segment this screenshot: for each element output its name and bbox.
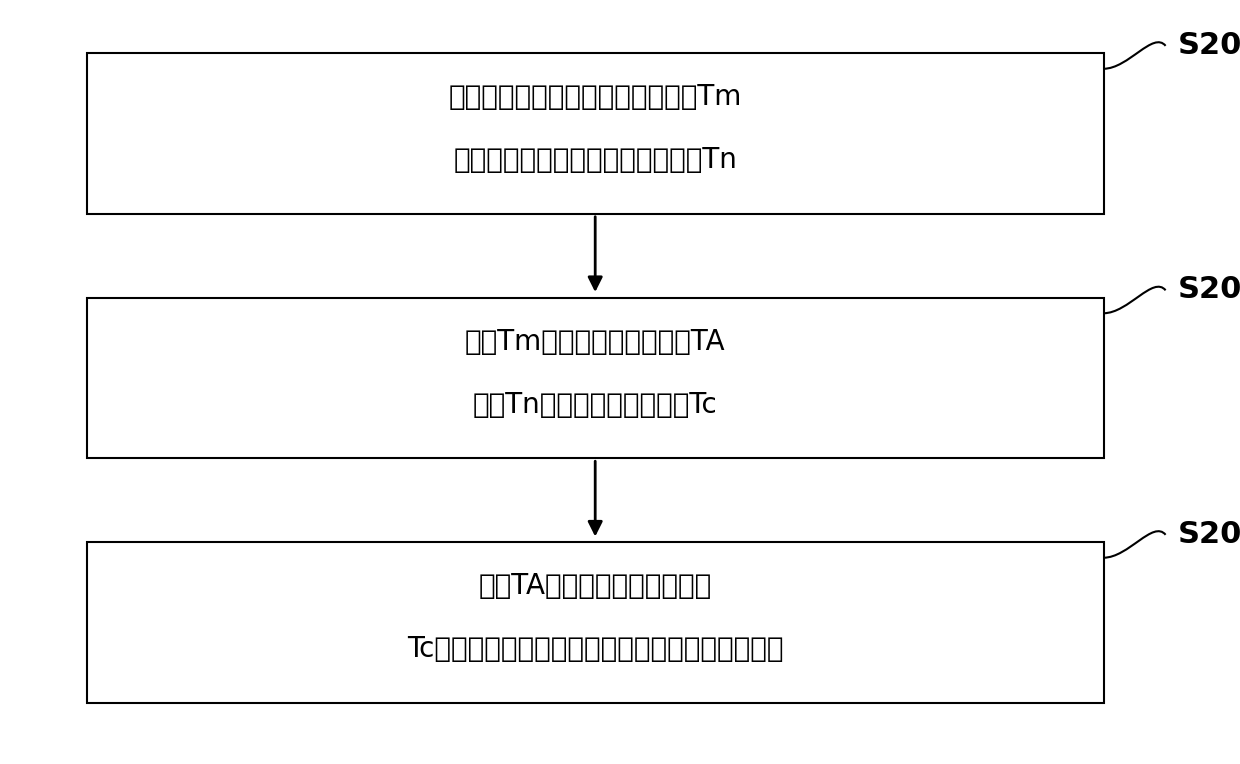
Text: 利用Tm获得插头位置的温度TA: 利用Tm获得插头位置的温度TA (465, 328, 725, 355)
Text: 利用Tn获得充电枪端的温度Tc: 利用Tn获得充电枪端的温度Tc (472, 391, 718, 419)
Bar (87, 542, 1104, 703)
Text: 检测第二段电缆上任一位置的温度Tn: 检测第二段电缆上任一位置的温度Tn (454, 147, 737, 174)
Text: 检测第一段电缆上任一位置的温度Tm: 检测第一段电缆上任一位置的温度Tm (449, 83, 742, 111)
Text: 判断TA大于第一预设温度或者: 判断TA大于第一预设温度或者 (479, 572, 712, 600)
Text: S203: S203 (1178, 520, 1240, 549)
Text: S201: S201 (1178, 31, 1240, 60)
Bar (87, 298, 1104, 458)
Text: Tc大于第二预设温度时，确定控制盒外部温度过高: Tc大于第二预设温度时，确定控制盒外部温度过高 (407, 636, 784, 663)
Text: S202: S202 (1178, 275, 1240, 304)
Bar (87, 53, 1104, 214)
